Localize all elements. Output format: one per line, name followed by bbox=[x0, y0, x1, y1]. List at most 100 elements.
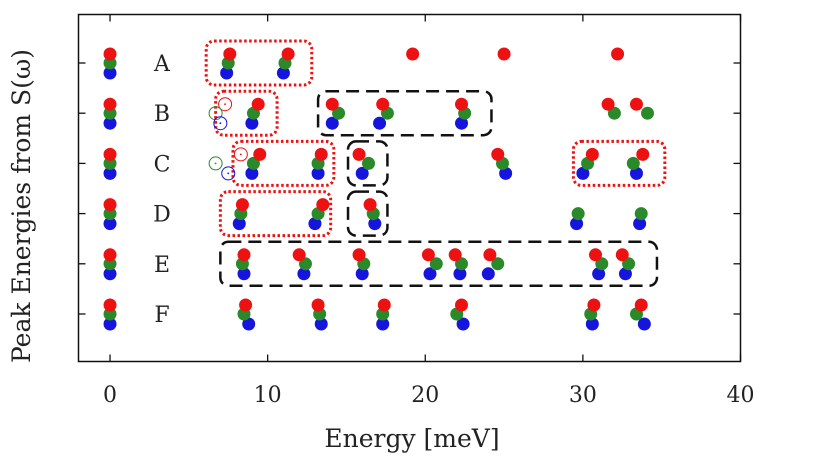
point-green-e bbox=[622, 257, 636, 271]
row-label-f: F bbox=[154, 303, 169, 328]
point-green-b bbox=[332, 106, 346, 120]
point-red-c bbox=[636, 147, 650, 161]
point-red-d bbox=[363, 198, 377, 212]
dotted-group-box-c bbox=[571, 139, 667, 187]
point-red-e bbox=[588, 248, 602, 262]
point-green-b bbox=[607, 106, 621, 120]
x-tick-label-30: 30 bbox=[569, 383, 597, 408]
point-blue-e bbox=[355, 267, 369, 281]
plot-frame bbox=[77, 13, 742, 363]
point-blue-c bbox=[245, 166, 259, 180]
point-red-e bbox=[103, 248, 117, 262]
point-green-e bbox=[455, 257, 469, 271]
point-green-b bbox=[641, 106, 655, 120]
data-points bbox=[103, 47, 655, 331]
point-blue-d bbox=[308, 217, 322, 231]
x-tick-label-0: 0 bbox=[103, 383, 117, 408]
hollow-point-green-c bbox=[208, 156, 223, 171]
hollow-point-center bbox=[227, 172, 230, 175]
point-red-b bbox=[103, 97, 117, 111]
point-blue-e bbox=[297, 267, 311, 281]
dashed-group-box-e bbox=[219, 240, 659, 288]
dotted-group-box-c bbox=[231, 139, 336, 187]
point-green-c bbox=[103, 156, 117, 170]
point-green-d bbox=[103, 207, 117, 221]
point-blue-f bbox=[585, 317, 599, 331]
point-green-c bbox=[246, 156, 260, 170]
point-green-e bbox=[103, 257, 117, 271]
hollow-point-red-c bbox=[233, 147, 248, 162]
point-green-e bbox=[429, 257, 443, 271]
point-blue-d bbox=[232, 217, 246, 231]
point-green-e bbox=[595, 257, 609, 271]
row-label-a: A bbox=[153, 52, 171, 77]
point-red-f bbox=[634, 298, 648, 312]
x-tick-labels: 0 10 20 30 40 bbox=[103, 383, 754, 408]
point-blue-c bbox=[576, 166, 590, 180]
row-labels: ABC DEF bbox=[153, 52, 171, 328]
point-red-e bbox=[421, 248, 435, 262]
point-red-f bbox=[377, 298, 391, 312]
y-axis-label: Peak Energies from S(ω) bbox=[7, 49, 36, 363]
x-tick-label-10: 10 bbox=[254, 383, 282, 408]
dashed-group-box-b bbox=[316, 89, 493, 137]
point-red-b bbox=[376, 97, 390, 111]
point-red-b bbox=[629, 97, 643, 111]
point-blue-b bbox=[373, 116, 387, 130]
point-blue-f bbox=[103, 317, 117, 331]
dotted-group-box-a bbox=[204, 39, 314, 87]
point-red-b bbox=[251, 97, 265, 111]
point-blue-c bbox=[629, 166, 643, 180]
point-green-a bbox=[103, 56, 117, 70]
point-red-b bbox=[325, 97, 339, 111]
hollow-point-red-b bbox=[218, 97, 233, 112]
point-red-e bbox=[483, 248, 497, 262]
point-blue-b bbox=[455, 116, 469, 130]
point-red-f bbox=[239, 298, 253, 312]
point-red-e bbox=[292, 248, 306, 262]
point-red-a bbox=[406, 47, 420, 61]
point-blue-f bbox=[242, 317, 256, 331]
point-red-e bbox=[615, 248, 629, 262]
hollow-point-center bbox=[239, 153, 242, 156]
point-green-e bbox=[298, 257, 312, 271]
point-red-b bbox=[601, 97, 615, 111]
dashed-group-box-c bbox=[346, 140, 389, 187]
point-blue-f bbox=[376, 317, 390, 331]
point-blue-c bbox=[103, 166, 117, 180]
point-blue-d bbox=[633, 217, 647, 231]
point-green-f bbox=[103, 307, 117, 321]
point-blue-b bbox=[325, 116, 339, 130]
point-blue-e bbox=[453, 267, 467, 281]
x-tick-label-40: 40 bbox=[727, 383, 755, 408]
point-blue-a bbox=[220, 66, 234, 80]
point-blue-f bbox=[456, 317, 470, 331]
point-red-d bbox=[103, 198, 117, 212]
row-label-c: C bbox=[154, 152, 171, 177]
dashed-group-box-d bbox=[346, 190, 389, 237]
point-blue-d bbox=[570, 217, 584, 231]
point-green-d bbox=[571, 207, 585, 221]
point-blue-c bbox=[499, 166, 513, 180]
point-blue-f bbox=[637, 317, 651, 331]
hollow-point-center bbox=[214, 162, 217, 165]
point-red-f bbox=[103, 298, 117, 312]
hollow-point-center bbox=[224, 103, 226, 106]
point-blue-b bbox=[103, 116, 117, 130]
point-blue-e bbox=[618, 267, 632, 281]
point-green-c bbox=[626, 156, 640, 170]
point-blue-e bbox=[481, 267, 495, 281]
point-red-f bbox=[587, 298, 601, 312]
x-axis-label: Energy [meV] bbox=[324, 424, 499, 453]
point-green-d bbox=[634, 207, 648, 221]
point-blue-c bbox=[311, 166, 325, 180]
point-blue-d bbox=[103, 217, 117, 231]
point-blue-c bbox=[355, 166, 369, 180]
point-blue-e bbox=[237, 267, 251, 281]
point-blue-e bbox=[423, 267, 437, 281]
point-red-f bbox=[311, 298, 325, 312]
hollow-point-blue-b bbox=[213, 116, 228, 131]
hollow-point-blue-c bbox=[221, 166, 236, 181]
point-red-f bbox=[455, 298, 469, 312]
